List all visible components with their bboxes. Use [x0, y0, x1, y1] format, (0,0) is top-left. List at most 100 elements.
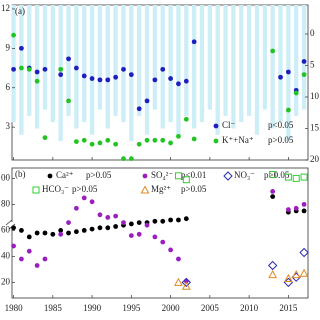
x-tick-label: 2015 — [279, 303, 298, 313]
point — [176, 81, 181, 87]
bar — [105, 5, 110, 129]
point — [285, 69, 291, 75]
point — [182, 176, 190, 184]
bar — [215, 5, 220, 135]
point — [81, 228, 87, 233]
y-tick-label: 20 — [1, 276, 11, 286]
legend-note: p<0.05 — [268, 120, 294, 130]
point — [174, 172, 182, 180]
point — [191, 136, 197, 142]
point — [81, 73, 87, 79]
legend-marker — [32, 186, 40, 194]
point — [283, 273, 293, 282]
point — [58, 72, 64, 78]
legend-note: p>0.05 — [181, 184, 207, 194]
bar — [270, 5, 275, 129]
x-tick-label: 2010 — [240, 303, 259, 313]
point — [89, 226, 95, 232]
point — [168, 247, 173, 253]
x-tick-label: 2000 — [162, 303, 181, 313]
bar — [184, 5, 189, 116]
point — [301, 202, 307, 207]
bar — [176, 5, 181, 135]
point — [113, 141, 119, 147]
bar — [27, 5, 32, 116]
point — [284, 173, 292, 181]
point — [176, 133, 181, 139]
point — [144, 222, 150, 228]
bar — [168, 5, 173, 123]
y2-tick-label: 5 — [310, 60, 315, 70]
y-tick-label: 60 — [1, 224, 11, 234]
point — [128, 221, 134, 227]
legend-label: K⁺+Na⁺ — [222, 135, 254, 145]
bar — [121, 5, 126, 123]
point — [174, 277, 183, 286]
bar — [82, 5, 87, 123]
bar — [207, 5, 213, 110]
point — [73, 229, 79, 235]
x-tick-label: 1980 — [5, 303, 24, 313]
point — [113, 74, 119, 80]
bar — [294, 5, 299, 116]
point — [121, 66, 126, 72]
legend-marker — [140, 185, 150, 194]
point — [34, 78, 40, 84]
point — [181, 281, 191, 290]
point — [136, 141, 142, 147]
point — [97, 212, 103, 218]
point — [58, 228, 64, 233]
y-tick-label: 40 — [1, 250, 11, 260]
point — [97, 77, 103, 83]
point — [34, 263, 40, 268]
legend-label: Mg²⁺ — [151, 184, 171, 194]
point — [42, 230, 48, 236]
x-tick-label: 1995 — [122, 303, 141, 313]
point — [299, 247, 309, 258]
legend-marker — [47, 173, 53, 179]
legend-label: NO₃⁻ — [234, 170, 255, 180]
y2-tick-label: 15 — [310, 123, 320, 133]
point — [11, 66, 16, 72]
bar — [50, 5, 55, 123]
point — [97, 140, 103, 146]
bar — [246, 5, 252, 116]
point — [270, 48, 276, 54]
y2-tick-label: 0 — [310, 28, 315, 38]
bar — [34, 5, 40, 129]
point — [268, 269, 278, 279]
point — [73, 205, 79, 211]
point — [168, 76, 173, 81]
y2-tick-label: 20 — [310, 154, 320, 164]
point — [66, 230, 71, 236]
point — [66, 56, 71, 62]
bar — [301, 5, 307, 110]
panel-label: (a) — [15, 6, 25, 16]
x-tick-label: 2005 — [201, 303, 220, 313]
bar — [11, 5, 16, 123]
legend-marker — [142, 173, 148, 179]
point — [128, 156, 134, 162]
bar — [144, 5, 150, 135]
point — [136, 220, 142, 226]
bar — [160, 5, 165, 129]
legend-note: p>0.05 — [268, 135, 294, 145]
panel-b-frame — [11, 167, 309, 299]
legend-note: p>0.05 — [72, 184, 98, 194]
point — [301, 208, 307, 214]
point — [105, 215, 111, 220]
point — [191, 39, 197, 45]
point — [89, 76, 95, 81]
point — [183, 116, 189, 122]
point — [73, 65, 79, 71]
point — [152, 137, 158, 143]
point — [293, 90, 299, 96]
point — [105, 225, 111, 231]
point — [11, 243, 16, 249]
point — [270, 189, 276, 194]
point — [168, 217, 173, 223]
legend-label: SO₄²⁻ — [151, 170, 173, 180]
point — [42, 135, 48, 141]
point — [113, 213, 119, 219]
